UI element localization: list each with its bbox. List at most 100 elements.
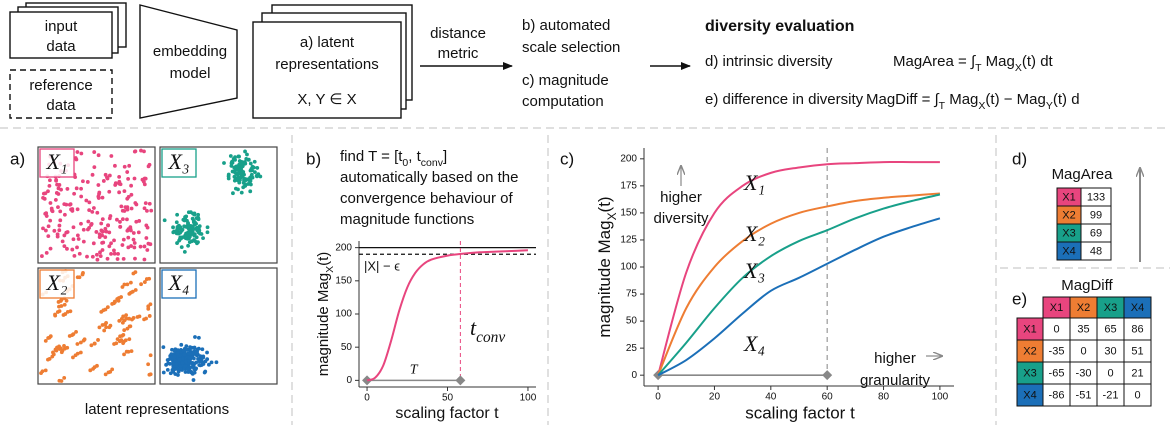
text-part: automatically based on the	[340, 169, 518, 186]
scatter-point	[171, 361, 176, 366]
scatter-point	[168, 371, 173, 376]
interval-end	[822, 370, 833, 381]
scatter-point	[75, 207, 80, 212]
scatter-point	[87, 200, 92, 205]
y-axis-label: magnitude MagX(t)	[315, 252, 336, 377]
scatter-point	[126, 245, 131, 250]
scatter-point	[43, 228, 48, 233]
scatter-point	[188, 233, 193, 237]
scatter-point	[62, 375, 67, 380]
text-part: X	[1015, 62, 1022, 74]
set-label: X₂	[45, 270, 67, 295]
text-part: convergence behaviour of	[340, 190, 513, 207]
scatter-point	[65, 246, 69, 251]
scatter-point	[72, 253, 77, 258]
text-part: (t) d	[1053, 91, 1080, 108]
text-part: X	[978, 100, 985, 112]
scatter-point	[192, 367, 197, 372]
scatter-point	[50, 208, 54, 213]
scatter-point	[58, 209, 63, 214]
scatter-point	[103, 172, 108, 177]
scatter-point	[89, 343, 94, 348]
scatter-point	[117, 190, 122, 195]
scatter-point	[199, 232, 204, 236]
scatter-point	[142, 149, 146, 154]
table-value: -86	[1049, 389, 1065, 401]
scatter-point	[95, 257, 100, 262]
table-value: -65	[1049, 367, 1065, 379]
scatter-point	[51, 350, 55, 355]
scatter-point	[142, 280, 147, 284]
y-tick-label: 0	[346, 375, 352, 386]
magnitude-curve	[366, 249, 528, 382]
scatter-point	[125, 170, 130, 174]
y-tick-label: 0	[631, 370, 637, 381]
text-part: T	[975, 62, 982, 74]
table-value: 69	[1090, 227, 1102, 239]
scatter-point	[100, 217, 105, 222]
scatter-point	[162, 218, 167, 223]
scatter-point	[55, 182, 59, 187]
latent-label: a) latent	[300, 34, 355, 51]
scatter-point	[195, 347, 200, 352]
scatter-point	[77, 251, 82, 256]
scatter-point	[248, 179, 253, 183]
scatter-point	[105, 305, 110, 310]
scatter-point	[122, 189, 127, 193]
scatter-point	[64, 298, 69, 303]
scatter-point	[243, 160, 247, 164]
scatter-point	[104, 229, 109, 234]
scatter-point	[56, 186, 61, 191]
scatter-point	[95, 252, 99, 257]
scatter-point	[77, 275, 82, 280]
scatter-point	[146, 362, 151, 367]
scatter-point	[146, 241, 151, 246]
scatter-point	[144, 236, 149, 240]
scatter-point	[58, 218, 63, 223]
scatter-point	[239, 173, 244, 178]
scatter-point	[226, 174, 231, 179]
scatter-point	[71, 332, 76, 337]
scatter-point	[90, 254, 95, 259]
scatter-point	[48, 201, 53, 205]
scatter-point	[90, 210, 95, 214]
scatter-point	[40, 254, 44, 258]
scatter-point	[137, 219, 142, 223]
set-label-box	[161, 148, 197, 178]
scatter-point	[119, 295, 124, 299]
scatter-point	[46, 189, 50, 194]
x-tick-label: 50	[442, 393, 454, 404]
scatter-point	[174, 362, 179, 366]
scatter-point	[175, 212, 180, 217]
tconv-label: tconv	[470, 315, 505, 346]
scatter-point	[126, 176, 131, 181]
scatter-point	[214, 360, 219, 365]
scatter-point	[78, 350, 83, 355]
scatter-point	[196, 217, 201, 222]
scatter-point	[44, 251, 49, 255]
scatter-point	[129, 206, 134, 211]
scatter-point	[98, 254, 103, 258]
model-label: embedding	[153, 43, 227, 60]
scatter-point	[231, 191, 235, 196]
y-tick-label: 25	[626, 343, 638, 354]
scatter-point	[148, 353, 153, 358]
latent-box	[252, 21, 402, 119]
y-axis-label: magnitude MagX(t)	[595, 196, 619, 337]
scatter-point	[252, 159, 257, 164]
scatter-point	[74, 329, 78, 334]
column-header: X3	[1104, 302, 1117, 314]
table-value: 65	[1104, 323, 1116, 335]
scatter-point	[248, 161, 253, 166]
text-part: conv	[476, 329, 505, 346]
scatter-point	[41, 226, 45, 231]
scatter-point	[57, 228, 62, 233]
scatter-point	[183, 359, 188, 364]
scatter-point	[122, 164, 127, 169]
text-part: 0	[402, 157, 408, 169]
scatter-point	[124, 316, 129, 321]
text-part: Mag	[982, 53, 1015, 70]
scatter-point	[236, 154, 241, 159]
scatter-point	[129, 349, 134, 354]
